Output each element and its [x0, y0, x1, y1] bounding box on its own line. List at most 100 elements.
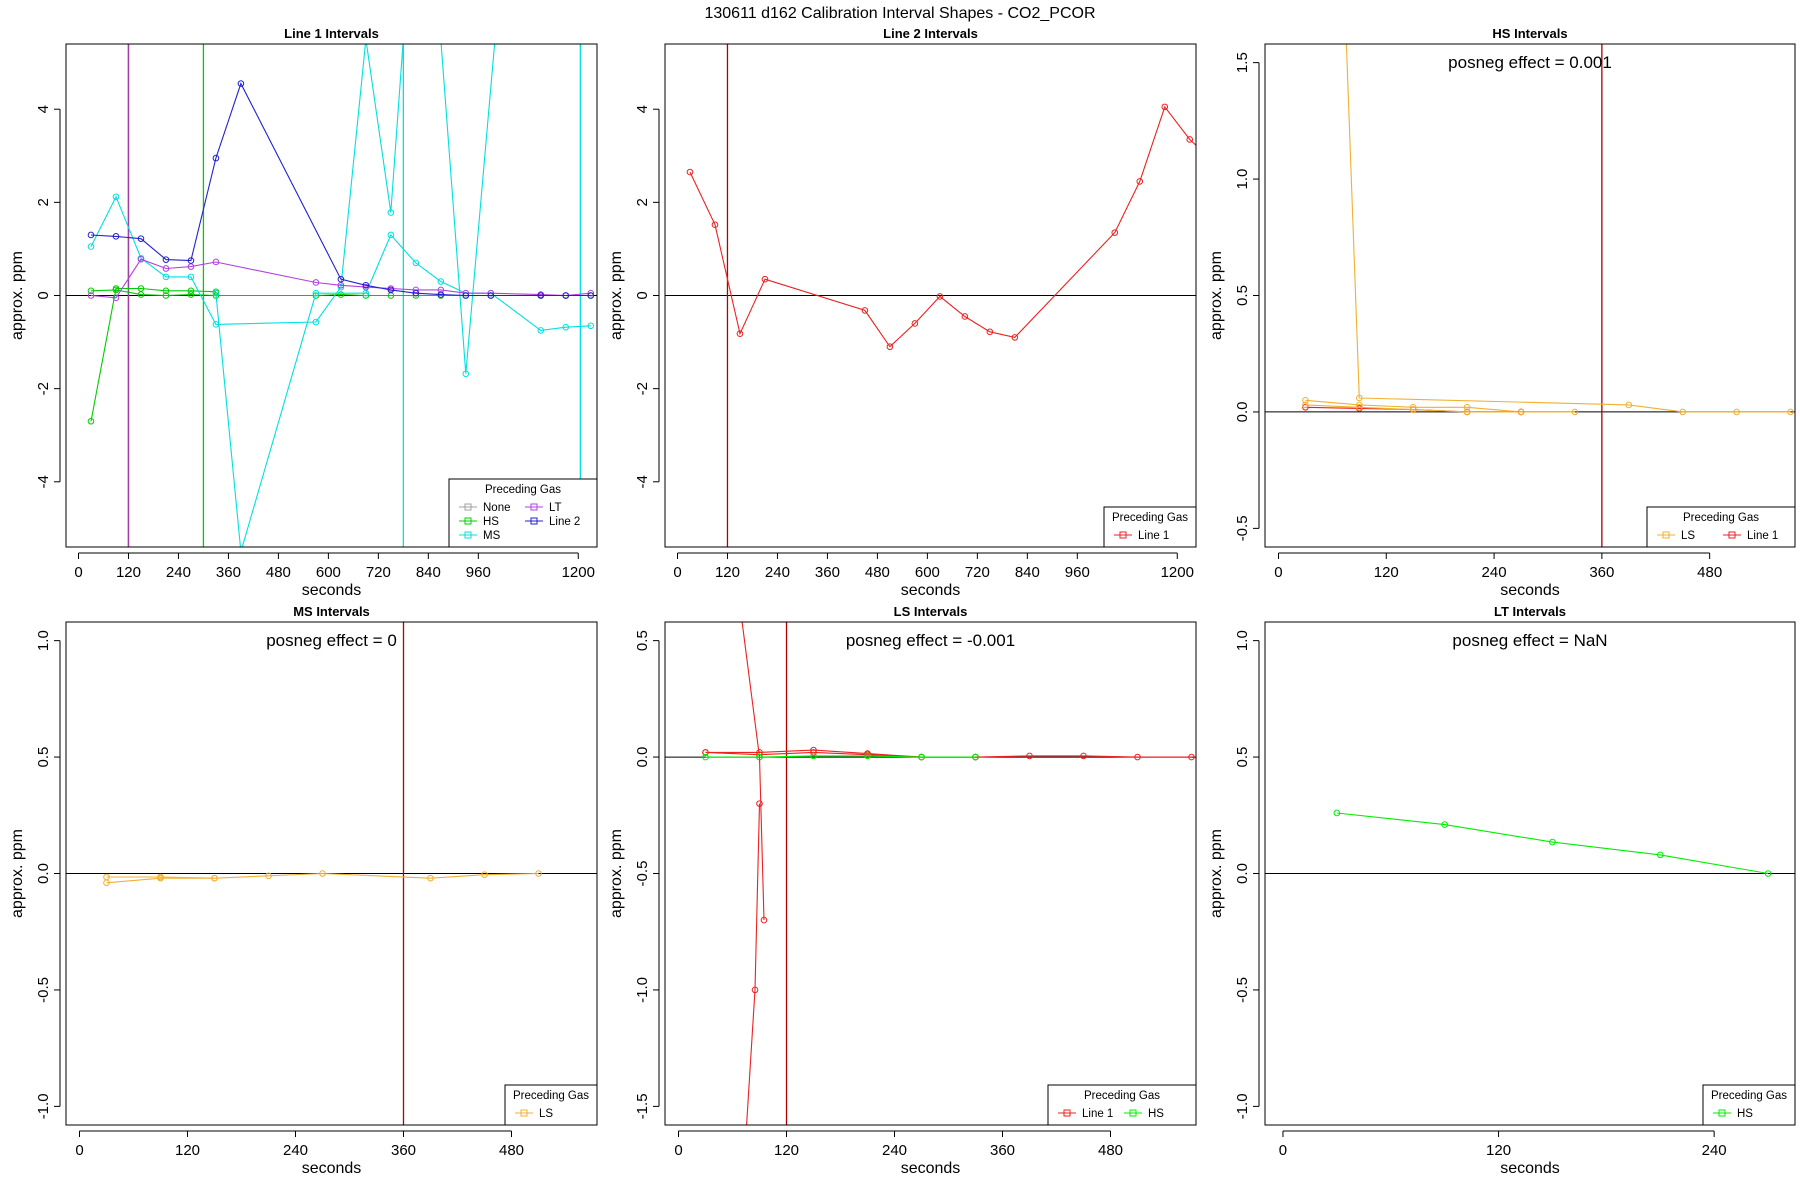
plot-frame [1264, 621, 1796, 1126]
plot-area [66, 622, 597, 1125]
plot-area [665, 44, 1205, 547]
y-axis: -1.0 -0.5 0.0 0.5 1.0 [1234, 630, 1260, 1119]
data-point [886, 343, 894, 351]
data-point [986, 328, 994, 336]
x-tick-label: 960 [1065, 564, 1090, 581]
legend-box [1047, 1084, 1197, 1126]
data-point [492, 37, 498, 43]
data-point [810, 752, 817, 760]
data-point [702, 753, 709, 761]
legend-swatch-marker [1119, 531, 1127, 539]
y-axis: -0.5 0.0 0.5 1.0 1.5 [1234, 52, 1260, 541]
legend-box [1702, 1084, 1796, 1126]
panel-title: HS Intervals [1492, 26, 1567, 41]
y-axis-label: approx. ppm [9, 251, 26, 340]
data-point [157, 874, 164, 882]
data-point [1199, 148, 1205, 154]
y-tick-label: -1.5 [634, 1093, 651, 1119]
legend-label: HS [1148, 1108, 1164, 1120]
x-tick-label: 1200 [1161, 564, 1194, 581]
y-tick-label: 0 [35, 291, 52, 299]
data-point [1136, 178, 1144, 185]
legend-label: None [483, 502, 511, 514]
series-ls [103, 870, 542, 882]
legend-swatch-marker [530, 503, 538, 511]
data-point [437, 278, 445, 285]
data-point [112, 193, 120, 201]
y-tick-label: 4 [634, 105, 651, 113]
series-line [705, 755, 976, 758]
panel-title: Line 2 Intervals [883, 26, 978, 41]
x-tick-label: 840 [1015, 564, 1040, 581]
y-tick-label: 0.5 [35, 747, 52, 768]
x-tick-label: 360 [391, 1142, 416, 1159]
data-point [112, 294, 120, 302]
legend-title: Preceding Gas [1711, 1090, 1787, 1102]
data-point [537, 292, 545, 299]
x-axis: 0 120 240 360 480 600 720 840 960 1200 [74, 552, 595, 581]
data-point [936, 293, 944, 300]
y-tick-label: 0.5 [1234, 285, 1251, 306]
data-point [702, 749, 709, 756]
y-axis-label: approx. ppm [1208, 829, 1225, 918]
legend-label: HS [483, 516, 499, 528]
x-tick-label: 240 [882, 1142, 907, 1159]
data-point [760, 916, 768, 924]
x-tick-label: 0 [74, 564, 82, 581]
legend-title: Preceding Gas [1683, 512, 1759, 524]
series-line [440, 44, 496, 374]
x-tick-label: 360 [1589, 564, 1614, 581]
posneg-annotation: posneg effect = NaN [1452, 631, 1607, 650]
x-tick-label: 0 [1274, 564, 1282, 581]
plot-frame [664, 43, 1197, 548]
data-point [1549, 838, 1556, 846]
data-point [562, 292, 570, 299]
data-point [756, 749, 763, 756]
legend-entry-line-1: Line 1 [1723, 530, 1778, 542]
legend-entry-hs: HS [1713, 1108, 1753, 1120]
legend-title: Preceding Gas [485, 484, 561, 496]
data-point [387, 286, 395, 294]
data-point [462, 292, 470, 299]
series-line [90, 258, 591, 299]
y-axis-label: approx. ppm [9, 829, 26, 918]
data-point [972, 753, 979, 761]
data-point [1186, 136, 1194, 143]
data-point [162, 273, 170, 281]
data-point [237, 80, 245, 87]
plot-area [665, 622, 1196, 1125]
y-tick-label: -2 [634, 382, 651, 395]
data-point [137, 235, 145, 242]
legend-entry-ls: LS [1657, 530, 1695, 542]
x-tick-label: 120 [1374, 564, 1399, 581]
x-tick-label: 480 [1697, 564, 1722, 581]
y-tick-label: -1.0 [1234, 1093, 1251, 1119]
x-tick-label: 600 [316, 564, 341, 581]
data-point [1463, 408, 1471, 416]
series-ls [103, 874, 218, 887]
y-tick-label: 1.0 [35, 630, 52, 651]
data-point [481, 871, 488, 878]
data-point [1161, 103, 1169, 111]
y-tick-label: 2 [634, 198, 651, 206]
series-line-2 [87, 80, 595, 299]
data-point [911, 320, 919, 327]
series-line [741, 622, 765, 921]
data-point [438, 37, 444, 43]
data-point [861, 307, 869, 314]
data-point [87, 231, 95, 239]
x-tick-label: 0 [673, 564, 681, 581]
data-point [761, 275, 769, 283]
x-tick-label: 240 [1702, 1142, 1727, 1159]
legend-title: Preceding Gas [1084, 1090, 1160, 1102]
data-point [312, 289, 320, 297]
data-point [1302, 401, 1309, 409]
legend-entry-none: None [459, 502, 511, 514]
series-line [1305, 399, 1575, 413]
y-tick-label: 0 [634, 291, 651, 299]
data-point [1571, 408, 1579, 416]
legend-box [1646, 506, 1796, 548]
legend-entry-hs: HS [459, 516, 499, 528]
y-tick-label: -0.5 [1234, 977, 1251, 1003]
legend-title: Preceding Gas [1112, 512, 1188, 524]
